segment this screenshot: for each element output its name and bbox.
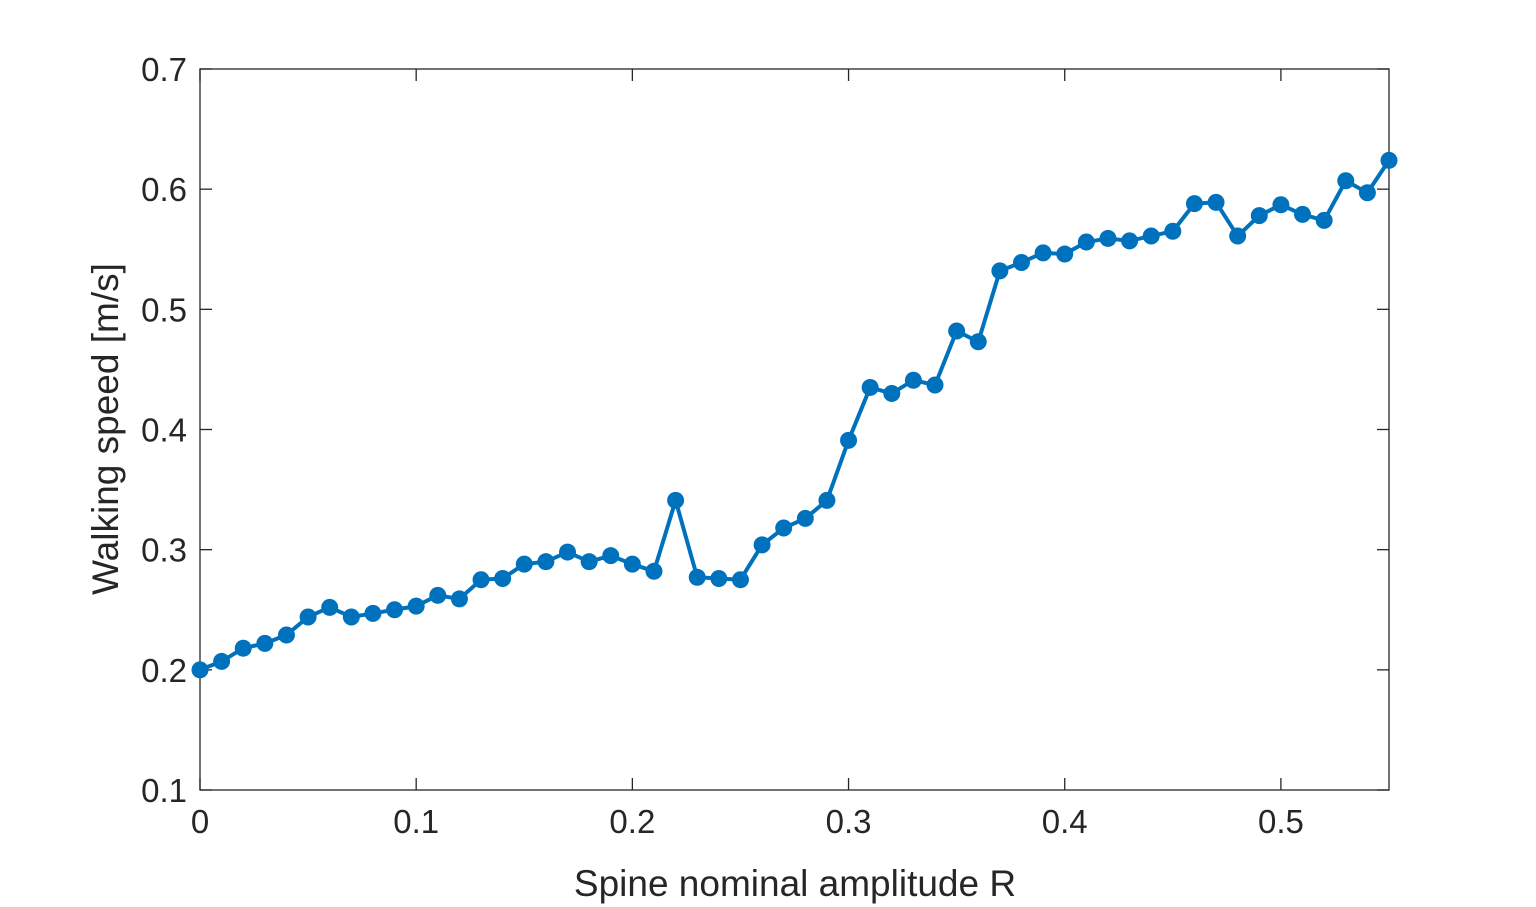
data-point (948, 322, 966, 340)
data-point (537, 553, 555, 571)
data-point (1272, 196, 1290, 214)
data-point (710, 570, 728, 588)
data-point (861, 378, 879, 396)
data-point (753, 536, 771, 554)
y-tick-label: 0.5 (141, 291, 187, 328)
plot-area (199, 68, 1390, 791)
data-point (299, 608, 317, 626)
data-point (1337, 172, 1355, 190)
data-point (1358, 184, 1376, 202)
data-point (1185, 195, 1203, 213)
y-axis-title: Walking speed [m/s] (85, 263, 126, 595)
data-point (407, 597, 425, 615)
x-tick-label: 0.3 (826, 803, 872, 840)
data-point (213, 652, 231, 670)
data-point (667, 491, 685, 509)
data-point (364, 604, 382, 622)
data-point (472, 571, 490, 589)
y-tick-label: 0.3 (141, 532, 187, 569)
data-point (840, 431, 858, 449)
y-tick-label: 0.7 (141, 51, 187, 88)
data-point (191, 661, 209, 679)
y-tick-label: 0.1 (141, 772, 187, 809)
data-point (926, 376, 944, 394)
data-point (1012, 253, 1030, 271)
data-point (1250, 207, 1268, 225)
data-point (602, 547, 620, 565)
data-point (883, 384, 901, 402)
data-point (1121, 232, 1139, 250)
data-point (796, 509, 814, 527)
data-point (1077, 233, 1095, 251)
data-point (1056, 245, 1074, 263)
y-tick-label: 0.2 (141, 652, 187, 689)
data-point (450, 590, 468, 608)
data-point (515, 555, 533, 573)
data-point (321, 598, 339, 616)
data-point (904, 371, 922, 389)
data-point (494, 570, 512, 588)
x-tick-label: 0.2 (609, 803, 655, 840)
data-point (1294, 205, 1312, 223)
plot-box (199, 68, 1390, 791)
data-point (580, 553, 598, 571)
x-axis-title: Spine nominal amplitude R (574, 863, 1016, 904)
data-point (969, 333, 987, 351)
data-point (1099, 229, 1117, 247)
data-point (429, 586, 447, 604)
data-point (342, 608, 360, 626)
data-point (731, 571, 749, 589)
data-point (991, 262, 1009, 280)
x-tick-label: 0.1 (393, 803, 439, 840)
y-axis-ticks: 0.1 0.2 0.3 0.4 0.5 0.6 0.7 (141, 51, 1389, 809)
x-axis-ticks: 0 0.1 0.2 0.3 0.4 0.5 (191, 69, 1304, 840)
data-point (1229, 227, 1247, 245)
data-point (1315, 211, 1333, 229)
x-tick-label: 0 (191, 803, 209, 840)
series-layer (191, 151, 1398, 679)
y-tick-label: 0.4 (141, 412, 187, 449)
data-point (775, 519, 793, 537)
data-point (645, 562, 663, 580)
data-point (277, 626, 295, 644)
data-point (1207, 193, 1225, 211)
data-point (818, 491, 836, 509)
data-point (256, 634, 274, 652)
x-tick-label: 0.5 (1258, 803, 1304, 840)
x-tick-label: 0.4 (1042, 803, 1088, 840)
data-point (386, 601, 404, 619)
data-point (1164, 222, 1182, 240)
data-point (1034, 244, 1052, 262)
data-point (1380, 151, 1398, 169)
data-point (623, 555, 641, 573)
data-point (688, 568, 706, 586)
data-point (1142, 227, 1160, 245)
y-tick-label: 0.6 (141, 171, 187, 208)
data-point (234, 639, 252, 657)
data-point (559, 543, 577, 561)
